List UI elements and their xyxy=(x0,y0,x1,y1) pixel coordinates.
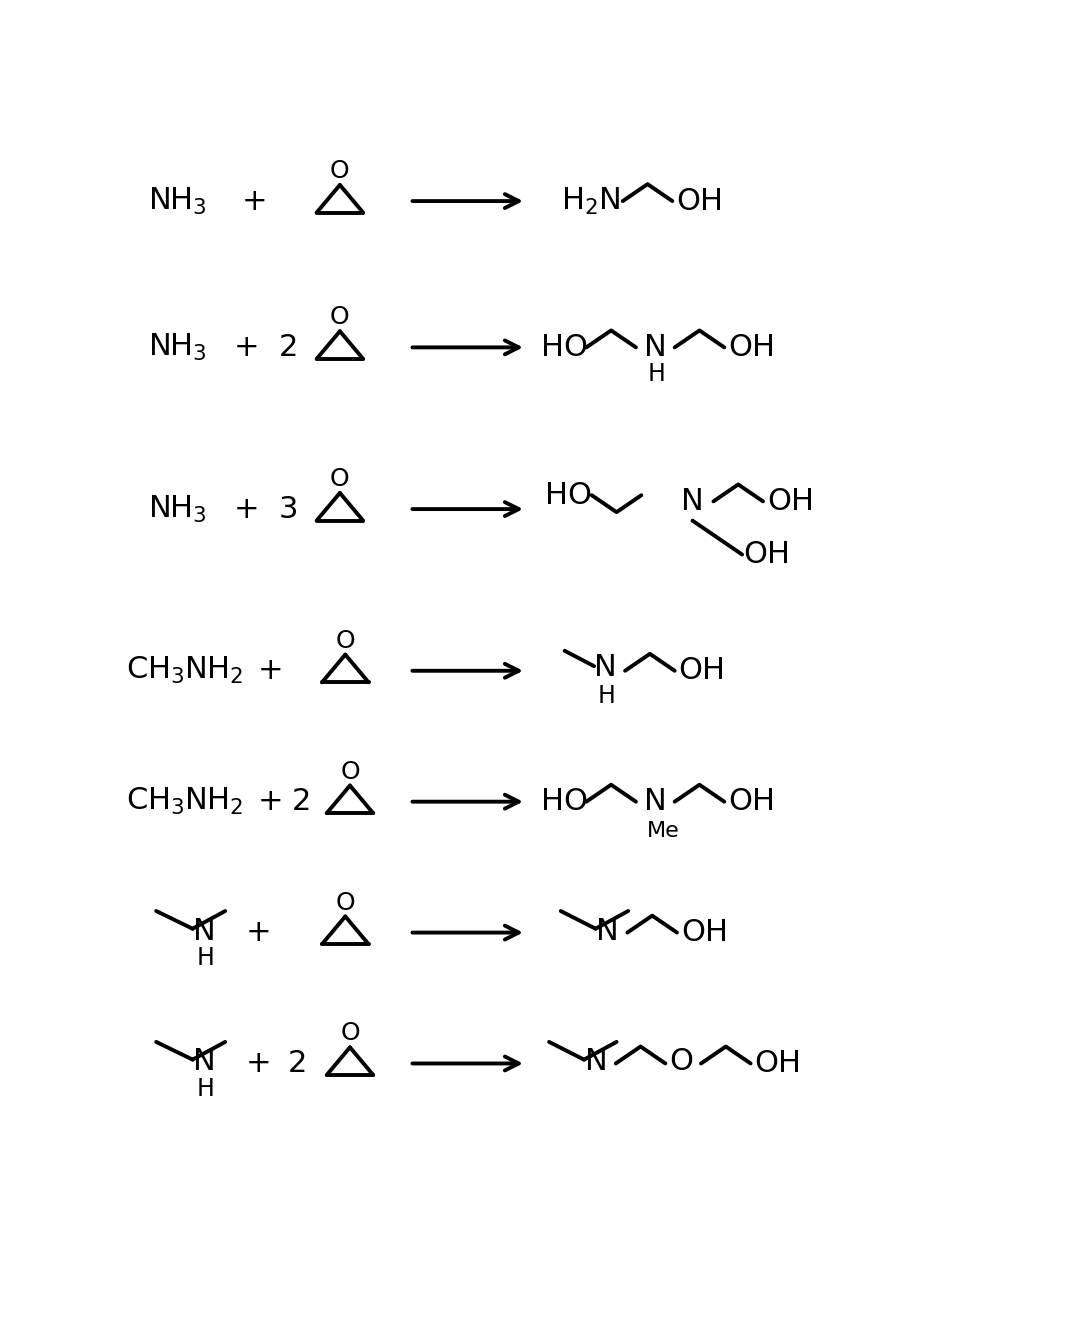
Text: N: N xyxy=(584,1048,608,1076)
Text: OH: OH xyxy=(728,788,775,816)
Text: NH$_3$: NH$_3$ xyxy=(147,185,207,216)
Text: OH: OH xyxy=(754,1049,802,1078)
Text: 2: 2 xyxy=(279,333,298,362)
Text: N: N xyxy=(596,917,619,946)
Text: O: O xyxy=(669,1047,693,1076)
Text: +: + xyxy=(235,495,259,523)
Text: OH: OH xyxy=(728,333,775,362)
Text: N: N xyxy=(681,487,704,515)
Text: O: O xyxy=(330,467,350,491)
Text: H: H xyxy=(197,1076,214,1100)
Text: O: O xyxy=(330,306,350,329)
Text: H: H xyxy=(648,362,665,386)
Text: HO: HO xyxy=(546,480,592,510)
Text: +: + xyxy=(245,1049,271,1078)
Text: CH$_3$NH$_2$: CH$_3$NH$_2$ xyxy=(126,655,243,686)
Text: HO: HO xyxy=(541,333,589,362)
Text: OH: OH xyxy=(681,918,727,947)
Text: 2: 2 xyxy=(287,1049,307,1078)
Text: N: N xyxy=(194,917,216,946)
Text: +: + xyxy=(257,788,283,816)
Text: O: O xyxy=(340,760,359,784)
Text: NH$_3$: NH$_3$ xyxy=(147,331,207,362)
Text: +: + xyxy=(235,333,259,362)
Text: +: + xyxy=(245,918,271,947)
Text: OH: OH xyxy=(679,656,725,686)
Text: OH: OH xyxy=(767,487,813,515)
Text: N: N xyxy=(643,788,666,816)
Text: CH$_3$NH$_2$: CH$_3$NH$_2$ xyxy=(126,786,243,817)
Text: O: O xyxy=(336,891,355,914)
Text: H: H xyxy=(197,946,214,970)
Text: +: + xyxy=(257,656,283,686)
Text: NH$_3$: NH$_3$ xyxy=(147,494,207,525)
Text: H: H xyxy=(597,684,615,709)
Text: +: + xyxy=(242,187,268,216)
Text: O: O xyxy=(336,629,355,652)
Text: N: N xyxy=(194,1048,216,1076)
Text: H$_2$N: H$_2$N xyxy=(561,185,620,216)
Text: N: N xyxy=(643,333,666,362)
Text: 2: 2 xyxy=(292,788,311,816)
Text: N: N xyxy=(594,654,617,682)
Text: O: O xyxy=(330,160,350,183)
Text: 3: 3 xyxy=(279,495,298,523)
Text: OH: OH xyxy=(744,539,791,569)
Text: HO: HO xyxy=(541,788,589,816)
Text: Me: Me xyxy=(647,821,680,841)
Text: OH: OH xyxy=(676,187,723,216)
Text: O: O xyxy=(340,1021,359,1045)
